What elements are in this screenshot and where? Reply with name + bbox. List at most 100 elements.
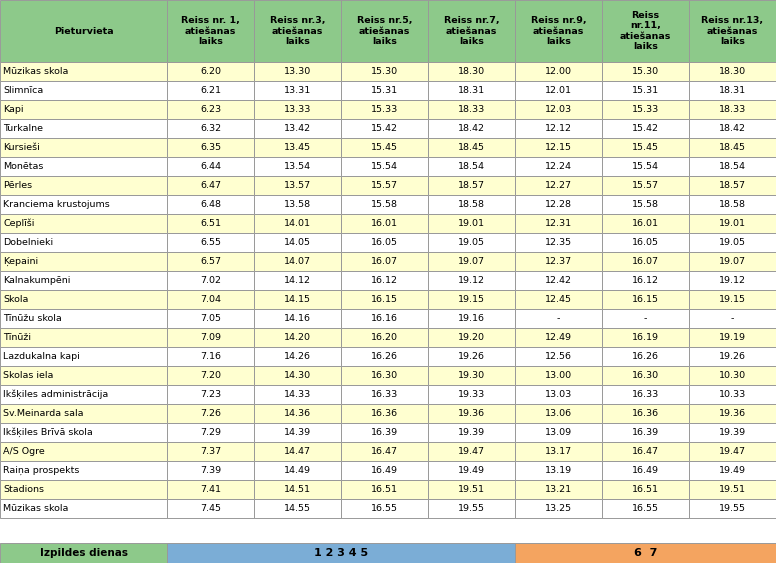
Bar <box>0 290 167 309</box>
Bar <box>515 233 602 252</box>
Text: 14.15: 14.15 <box>284 295 311 304</box>
Bar <box>167 290 254 309</box>
Bar <box>689 423 776 442</box>
Text: 13.19: 13.19 <box>545 466 572 475</box>
Text: 6.57: 6.57 <box>200 257 221 266</box>
Text: 6.23: 6.23 <box>200 105 221 114</box>
Bar <box>515 404 602 423</box>
Text: 15.54: 15.54 <box>371 162 398 171</box>
Text: 14.01: 14.01 <box>284 219 311 228</box>
Bar <box>515 461 602 480</box>
Bar <box>254 385 341 404</box>
Text: 19.30: 19.30 <box>458 371 485 380</box>
Bar <box>254 119 341 138</box>
Text: 19.05: 19.05 <box>719 238 746 247</box>
Bar <box>602 214 689 233</box>
Text: 6.32: 6.32 <box>200 124 221 133</box>
Bar <box>428 176 515 195</box>
Text: Sv.Meinarda sala: Sv.Meinarda sala <box>3 409 84 418</box>
Text: 16.05: 16.05 <box>371 238 398 247</box>
Text: 12.56: 12.56 <box>545 352 572 361</box>
Text: 15.58: 15.58 <box>371 200 398 209</box>
Bar <box>254 309 341 328</box>
Bar <box>0 385 167 404</box>
Text: 14.55: 14.55 <box>284 504 311 513</box>
Bar <box>428 290 515 309</box>
Text: 19.51: 19.51 <box>458 485 485 494</box>
Bar <box>515 100 602 119</box>
Text: 16.30: 16.30 <box>371 371 398 380</box>
Text: 19.07: 19.07 <box>458 257 485 266</box>
Text: Izpildes dienas: Izpildes dienas <box>40 548 127 558</box>
Bar <box>602 499 689 518</box>
Text: 6.48: 6.48 <box>200 200 221 209</box>
Text: 7.29: 7.29 <box>200 428 221 437</box>
Text: 16.16: 16.16 <box>371 314 398 323</box>
Bar <box>428 385 515 404</box>
Bar <box>0 442 167 461</box>
Bar <box>689 252 776 271</box>
Bar <box>428 480 515 499</box>
Text: 19.39: 19.39 <box>458 428 485 437</box>
Bar <box>167 195 254 214</box>
Bar <box>428 62 515 81</box>
Bar <box>0 404 167 423</box>
Text: 14.33: 14.33 <box>284 390 311 399</box>
Text: 13.42: 13.42 <box>284 124 311 133</box>
Text: 16.51: 16.51 <box>371 485 398 494</box>
Text: 15.30: 15.30 <box>632 67 659 76</box>
Bar <box>254 499 341 518</box>
Text: 13.45: 13.45 <box>284 143 311 152</box>
Text: 12.03: 12.03 <box>545 105 572 114</box>
Bar <box>167 176 254 195</box>
Text: 16.07: 16.07 <box>632 257 659 266</box>
Bar <box>689 404 776 423</box>
Text: 12.15: 12.15 <box>545 143 572 152</box>
Bar <box>0 195 167 214</box>
Bar <box>254 214 341 233</box>
Bar <box>254 233 341 252</box>
Text: 16.01: 16.01 <box>632 219 659 228</box>
Text: 18.31: 18.31 <box>458 86 485 95</box>
Text: 13.58: 13.58 <box>284 200 311 209</box>
Bar <box>602 366 689 385</box>
Bar <box>0 366 167 385</box>
Bar <box>167 347 254 366</box>
Text: 7.45: 7.45 <box>200 504 221 513</box>
Text: 16.15: 16.15 <box>632 295 659 304</box>
Text: Ikšķiles Brīvā skola: Ikšķiles Brīvā skola <box>3 428 93 437</box>
Bar <box>341 176 428 195</box>
Bar <box>254 81 341 100</box>
Text: 14.07: 14.07 <box>284 257 311 266</box>
Text: 18.31: 18.31 <box>719 86 746 95</box>
Text: 15.31: 15.31 <box>371 86 398 95</box>
Text: 6.44: 6.44 <box>200 162 221 171</box>
Text: 19.36: 19.36 <box>458 409 485 418</box>
Bar <box>341 309 428 328</box>
Bar <box>689 271 776 290</box>
Text: 15.58: 15.58 <box>632 200 659 209</box>
Text: 12.49: 12.49 <box>545 333 572 342</box>
Text: Kapi: Kapi <box>3 105 23 114</box>
Bar <box>428 366 515 385</box>
Bar <box>428 214 515 233</box>
Text: 19.15: 19.15 <box>719 295 746 304</box>
Bar <box>0 347 167 366</box>
Text: 19.33: 19.33 <box>458 390 485 399</box>
Text: 16.39: 16.39 <box>371 428 398 437</box>
Bar <box>254 480 341 499</box>
Text: 16.49: 16.49 <box>371 466 398 475</box>
Bar <box>341 499 428 518</box>
Bar <box>428 252 515 271</box>
Text: 6.55: 6.55 <box>200 238 221 247</box>
Text: 18.54: 18.54 <box>719 162 746 171</box>
Text: 12.12: 12.12 <box>545 124 572 133</box>
Bar <box>341 404 428 423</box>
Text: 12.42: 12.42 <box>545 276 572 285</box>
Text: 13.17: 13.17 <box>545 447 572 456</box>
Bar <box>167 543 515 563</box>
Bar <box>167 271 254 290</box>
Bar <box>0 157 167 176</box>
Text: 16.30: 16.30 <box>632 371 659 380</box>
Bar <box>341 366 428 385</box>
